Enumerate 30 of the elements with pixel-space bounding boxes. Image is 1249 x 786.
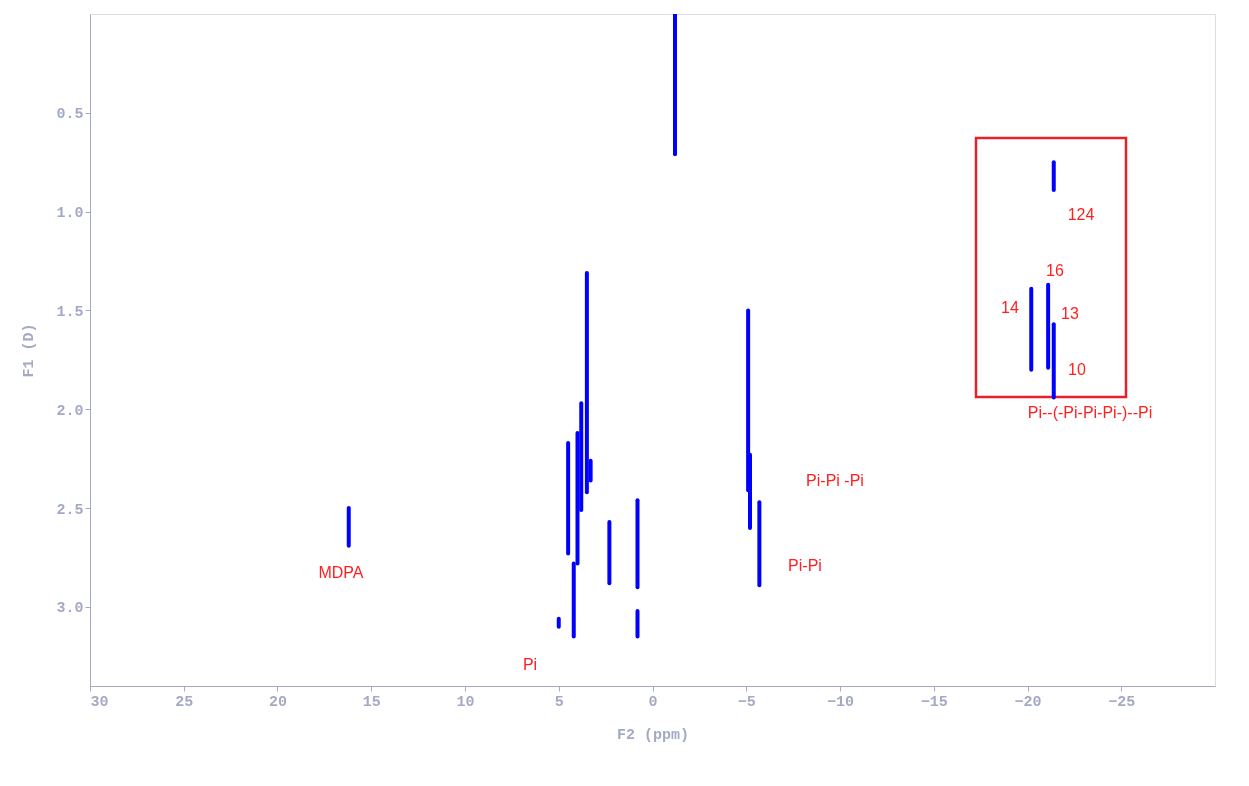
y-tick-label: 3.0 bbox=[56, 600, 84, 618]
x-tick-label: 0 bbox=[648, 693, 658, 711]
x-axis-title: F2 (ppm) bbox=[616, 726, 690, 744]
annotation: 16 bbox=[1046, 262, 1064, 279]
y-tick-label: 2.5 bbox=[56, 501, 84, 519]
x-tick-label: −15 bbox=[920, 693, 948, 711]
y-tick-label: 2.0 bbox=[56, 402, 84, 420]
y-axis-title: F1 (D) bbox=[21, 323, 39, 378]
annotation: Pi bbox=[522, 656, 538, 673]
x-tick-label: −5 bbox=[737, 693, 756, 711]
y-tick-label: 0.5 bbox=[56, 106, 84, 124]
annotation: MDPA bbox=[318, 564, 364, 581]
x-tick-label: −25 bbox=[1108, 693, 1136, 711]
x-tick-label: 25 bbox=[175, 693, 194, 711]
x-tick-label: 20 bbox=[268, 693, 288, 711]
annotation: Pi-Pi -Pi bbox=[806, 472, 864, 489]
y-tick-label: 1.0 bbox=[56, 205, 84, 223]
annotation: 14 bbox=[1001, 299, 1019, 316]
x-tick-label: 10 bbox=[456, 693, 475, 711]
y-tick-label: 1.5 bbox=[56, 303, 84, 321]
annotation: Pi-Pi bbox=[788, 557, 822, 574]
x-tick-label: 5 bbox=[554, 693, 564, 711]
annotation: Pi--(-Pi-Pi-Pi-)--Pi bbox=[1027, 404, 1153, 421]
annotation: 13 bbox=[1061, 305, 1079, 322]
x-tick-label: −10 bbox=[826, 693, 855, 711]
x-tick-label: 15 bbox=[362, 693, 381, 711]
annotation: 10 bbox=[1068, 361, 1086, 378]
x-tick-label: −20 bbox=[1014, 693, 1042, 711]
annotation: 124 bbox=[1067, 206, 1095, 223]
x-tick-label: 30 bbox=[90, 693, 109, 711]
